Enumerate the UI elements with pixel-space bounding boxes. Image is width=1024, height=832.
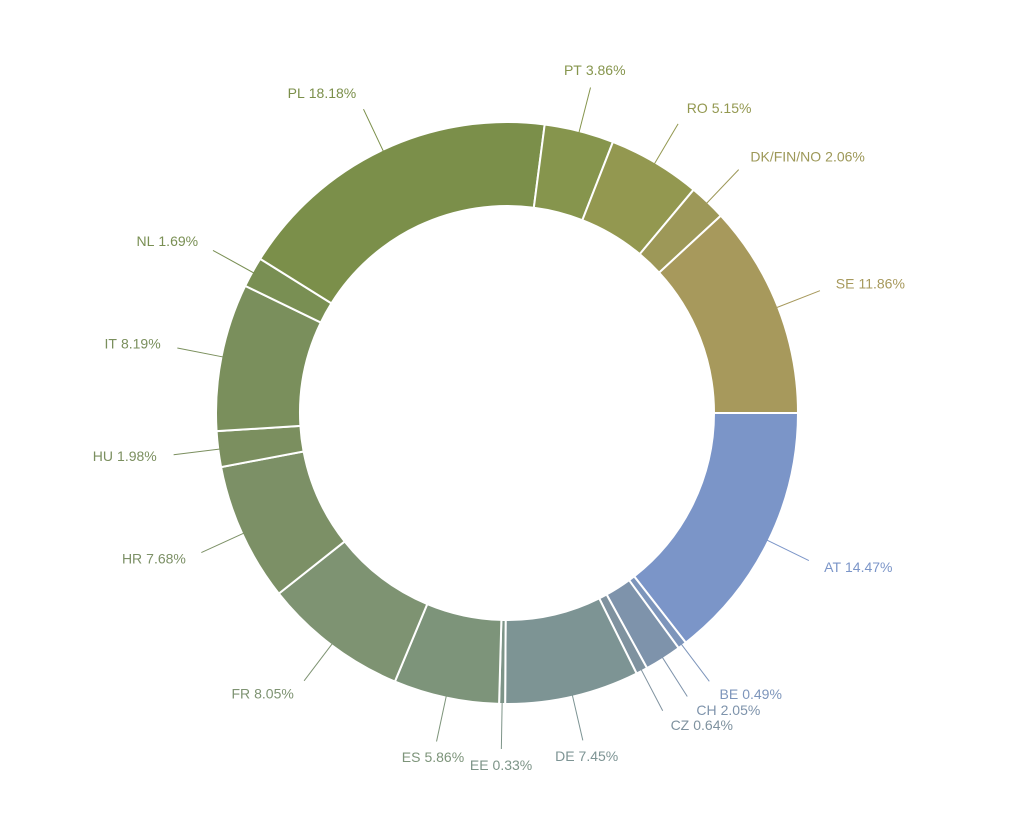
slice-category: PT: [564, 62, 582, 78]
slice-category: HR: [122, 550, 142, 566]
slice-value: 11.86%: [858, 275, 904, 291]
slice-category: ES: [402, 749, 421, 765]
slice-value: 5.86%: [424, 749, 464, 765]
leader-line: [303, 641, 335, 682]
leader-line: [679, 641, 710, 682]
donut-slice: [258, 121, 546, 305]
slice-label: PL 18.18%: [288, 85, 357, 101]
leader-line: [212, 249, 257, 275]
leader-line: [639, 667, 664, 711]
leader-line: [704, 169, 740, 206]
leader-line: [774, 290, 821, 309]
slice-label: ES 5.86%: [402, 749, 464, 765]
slice-label: HU 1.98%: [93, 448, 157, 464]
leader-line: [577, 87, 592, 136]
slice-label: DK/FIN/NO 2.06%: [750, 148, 864, 164]
slice-category: HU: [93, 448, 113, 464]
leader-line: [173, 448, 223, 456]
slice-label: EE 0.33%: [470, 757, 532, 773]
slice-category: EE: [470, 757, 489, 773]
slice-category: DK/FIN/NO: [750, 148, 821, 164]
leader-line: [660, 654, 688, 697]
donut-slice: [657, 214, 800, 414]
slice-label: NL 1.69%: [136, 233, 198, 249]
slice-category: PL: [288, 85, 305, 101]
slice-value: 1.69%: [158, 233, 198, 249]
slice-label: FR 8.05%: [231, 685, 293, 701]
slice-value: 8.19%: [121, 335, 161, 351]
slice-value: 14.47%: [845, 559, 892, 575]
slice-category: FR: [231, 685, 250, 701]
leader-line: [363, 108, 385, 154]
slice-category: DE: [555, 748, 574, 764]
slice-value: 2.05%: [721, 702, 761, 718]
slice-value: 5.15%: [712, 100, 752, 116]
slice-category: SE: [836, 275, 855, 291]
slice-label: SE 11.86%: [836, 275, 905, 291]
slice-label: PT 3.86%: [564, 62, 626, 78]
slice-label: HR 7.68%: [122, 550, 186, 566]
slice-value: 0.49%: [742, 686, 782, 702]
slice-value: 2.06%: [825, 148, 865, 164]
slice-category: RO: [687, 100, 708, 116]
leader-line: [177, 347, 226, 358]
slice-value: 7.68%: [146, 550, 186, 566]
slice-label: BE 0.49%: [720, 686, 782, 702]
slice-value: 8.05%: [254, 685, 294, 701]
slice-label: DE 7.45%: [555, 748, 618, 764]
slice-category: NL: [136, 233, 154, 249]
slice-category: IT: [105, 335, 118, 351]
leader-line: [764, 538, 810, 561]
slice-value: 7.45%: [579, 748, 619, 764]
slice-category: BE: [720, 686, 739, 702]
slice-label: CZ 0.64%: [671, 717, 733, 733]
slice-value: 1.98%: [117, 448, 157, 464]
slice-value: 0.33%: [493, 757, 533, 773]
slice-value: 18.18%: [309, 85, 356, 101]
slice-category: CZ: [671, 717, 690, 733]
slice-label: IT 8.19%: [105, 335, 161, 351]
slice-label: RO 5.15%: [687, 100, 752, 116]
leader-line: [201, 531, 247, 553]
leader-line: [652, 123, 679, 167]
leader-line: [500, 699, 503, 749]
slice-value: 0.64%: [693, 717, 733, 733]
slice-value: 3.86%: [586, 62, 626, 78]
slice-category: AT: [824, 559, 841, 575]
leader-line: [436, 693, 448, 742]
slice-label: AT 14.47%: [824, 559, 892, 575]
leader-line: [571, 692, 584, 741]
slice-label: CH 2.05%: [696, 702, 760, 718]
slice-category: CH: [696, 702, 716, 718]
